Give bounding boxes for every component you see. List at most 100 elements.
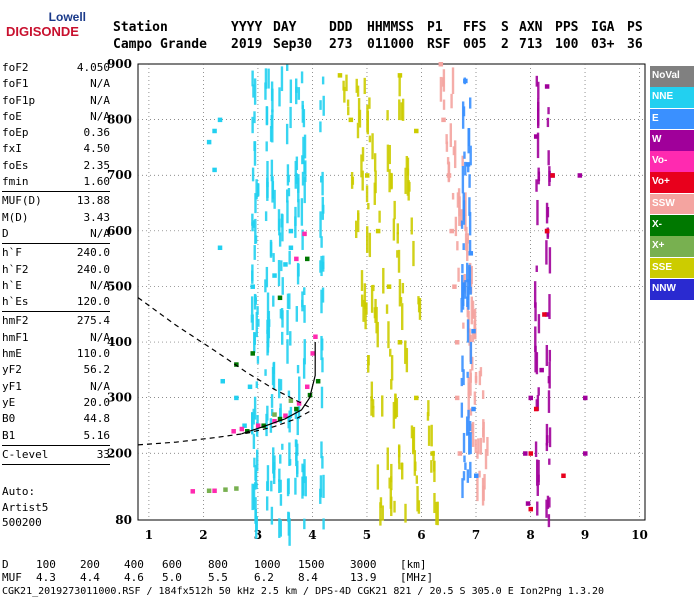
- echo-streak: [374, 170, 377, 194]
- parameter-divider: [2, 444, 110, 446]
- parameter-name: foF2: [2, 61, 29, 74]
- echo-point-vo-: [550, 173, 555, 178]
- parameter-value: 33: [96, 447, 110, 461]
- x-tick-label: 4: [308, 528, 316, 542]
- echo-streak: [281, 214, 284, 242]
- header-value: 2019: [231, 37, 263, 52]
- echo-streak: [270, 394, 274, 408]
- echo-streak: [255, 516, 258, 539]
- echo-streak: [297, 87, 301, 100]
- echo-streak: [254, 297, 258, 305]
- echo-streak: [404, 340, 407, 364]
- header-label: Station: [113, 20, 168, 35]
- echo-point-vo-: [296, 401, 302, 406]
- header-label: P1: [427, 20, 443, 35]
- echo-streak: [546, 117, 550, 128]
- lowell-digisonde-logo: Lowell DIGISONDE: [6, 10, 86, 40]
- echo-streak: [288, 442, 291, 466]
- echo-streak: [536, 501, 539, 516]
- echo-streak: [468, 431, 471, 455]
- parameter-value: 240.0: [76, 262, 110, 276]
- echo-streak: [466, 469, 470, 483]
- y-tick-label: 200: [107, 446, 132, 460]
- parameter-divider: [2, 464, 110, 466]
- parameter-row: foEs 2.35: [2, 158, 110, 174]
- echo-streak: [281, 277, 284, 295]
- header-value: RSF: [427, 37, 451, 52]
- echo-point-x-: [294, 406, 299, 412]
- echo-streak: [280, 213, 284, 228]
- echo-streak: [535, 399, 538, 408]
- echo-streak: [368, 135, 372, 143]
- echo-streak: [386, 144, 390, 172]
- echo-streak: [430, 424, 433, 447]
- parameter-name: yF2: [2, 363, 22, 377]
- echo-streak: [257, 318, 260, 327]
- echo-streak: [462, 200, 466, 225]
- echo-streak: [271, 176, 274, 203]
- echo-streak: [442, 99, 446, 110]
- echo-streak: [367, 355, 370, 366]
- echo-streak: [287, 187, 291, 197]
- echo-streak: [545, 423, 549, 446]
- echo-streak: [535, 179, 538, 192]
- echo-streak: [401, 303, 404, 331]
- echo-streak: [297, 177, 300, 203]
- echo-streak: [467, 128, 471, 147]
- echo-streak: [288, 293, 291, 310]
- echo-streak: [545, 240, 548, 265]
- echo-streak: [319, 475, 323, 498]
- echo-streak: [365, 302, 368, 315]
- echo-streak: [253, 396, 257, 420]
- parameter-value: 4.50: [83, 142, 111, 156]
- echo-streak: [469, 341, 473, 365]
- echo-streak: [266, 481, 269, 491]
- x-tick-label: 2: [199, 528, 207, 542]
- header-label: YYYY: [231, 20, 263, 35]
- muf-value: 5.5: [208, 571, 228, 584]
- parameter-value: 240.0: [76, 246, 110, 260]
- echo-streak: [277, 260, 281, 287]
- echo-point-sse: [430, 451, 435, 456]
- muf-value: 6.2: [254, 571, 274, 584]
- parameter-name: D: [2, 226, 9, 240]
- echo-point-w: [528, 395, 534, 401]
- echo-streak: [279, 403, 282, 424]
- header-label: DDD: [329, 20, 353, 35]
- d-value: 600: [162, 558, 182, 571]
- echo-streak: [400, 102, 403, 121]
- echo-streak: [405, 347, 409, 373]
- echo-streak: [371, 133, 374, 160]
- parameter-name: MUF(D): [2, 194, 42, 208]
- parameter-name: h`F2: [2, 262, 29, 276]
- echo-streak: [469, 432, 472, 455]
- echo-streak: [302, 358, 306, 379]
- echo-streak: [373, 182, 376, 205]
- echo-point-w: [533, 134, 539, 139]
- echo-streak: [294, 439, 298, 447]
- echo-streak: [321, 357, 324, 373]
- echo-streak: [535, 459, 539, 486]
- echo-streak: [273, 189, 276, 209]
- echo-streak: [470, 296, 474, 325]
- echo-point-ssw: [452, 284, 457, 289]
- echo-streak: [270, 159, 274, 182]
- parameter-value: 2.35: [83, 158, 111, 172]
- echo-streak: [252, 433, 256, 449]
- echo-streak: [474, 439, 477, 453]
- echo-streak: [396, 250, 399, 258]
- echo-point-x-: [305, 256, 310, 262]
- echo-streak: [254, 235, 258, 244]
- y-tick-label: 600: [107, 224, 132, 238]
- header-label: DAY: [273, 20, 297, 35]
- echo-streak: [450, 93, 453, 109]
- echo-streak: [545, 499, 548, 518]
- echo-streak: [297, 199, 300, 218]
- echo-streak: [256, 449, 259, 472]
- echo-streak: [379, 502, 382, 526]
- echo-point-sse: [414, 128, 419, 134]
- parameter-value: 3.43: [83, 210, 111, 224]
- parameter-divider: [2, 311, 110, 313]
- parameter-value: 20.0: [83, 395, 111, 409]
- echo-streak: [469, 372, 472, 383]
